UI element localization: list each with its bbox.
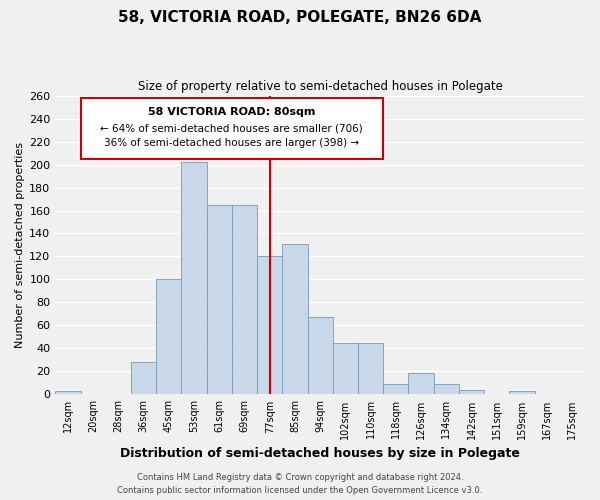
Bar xyxy=(257,256,283,394)
Bar xyxy=(333,342,358,394)
Y-axis label: Number of semi-detached properties: Number of semi-detached properties xyxy=(15,142,25,348)
Bar xyxy=(409,372,434,394)
Text: 58, VICTORIA ROAD, POLEGATE, BN26 6DA: 58, VICTORIA ROAD, POLEGATE, BN26 6DA xyxy=(118,10,482,25)
X-axis label: Distribution of semi-detached houses by size in Polegate: Distribution of semi-detached houses by … xyxy=(120,447,520,460)
Text: 36% of semi-detached houses are larger (398) →: 36% of semi-detached houses are larger (… xyxy=(104,138,359,148)
Bar xyxy=(156,280,181,394)
Bar xyxy=(55,391,80,394)
Text: 58 VICTORIA ROAD: 80sqm: 58 VICTORIA ROAD: 80sqm xyxy=(148,107,316,117)
Bar xyxy=(358,342,383,394)
Text: ← 64% of semi-detached houses are smaller (706): ← 64% of semi-detached houses are smalle… xyxy=(100,123,363,133)
FancyBboxPatch shape xyxy=(80,98,383,159)
Bar xyxy=(232,205,257,394)
Bar xyxy=(308,318,333,394)
Title: Size of property relative to semi-detached houses in Polegate: Size of property relative to semi-detach… xyxy=(138,80,503,93)
Bar xyxy=(383,384,409,394)
Bar xyxy=(181,162,206,394)
Bar xyxy=(283,244,308,394)
Bar xyxy=(459,390,484,394)
Bar xyxy=(434,384,459,394)
Bar xyxy=(206,205,232,394)
Bar xyxy=(509,391,535,394)
Bar xyxy=(131,362,156,394)
Text: Contains HM Land Registry data © Crown copyright and database right 2024.
Contai: Contains HM Land Registry data © Crown c… xyxy=(118,474,482,495)
